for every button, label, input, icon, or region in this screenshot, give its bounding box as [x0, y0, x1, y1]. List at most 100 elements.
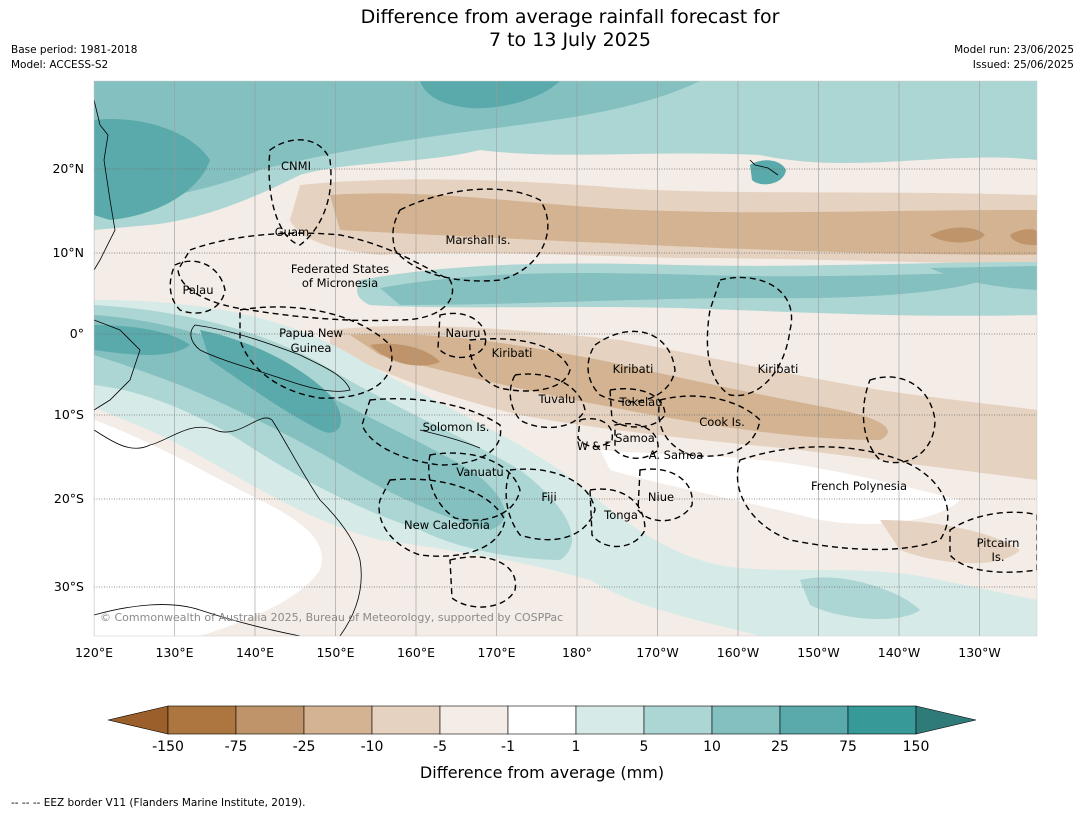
colorbar-label: 25	[771, 739, 789, 755]
colorbar-label: 75	[839, 739, 857, 755]
title-line-1: Difference from average rainfall forecas…	[360, 6, 780, 28]
itcz-wet-core	[380, 272, 1000, 305]
colorbar-swatch	[167, 705, 237, 735]
label-png-2: Guinea	[291, 341, 332, 355]
new-guinea-coast	[190, 324, 351, 392]
colorbar-swatch	[643, 705, 713, 735]
lon-tick: 120°E	[75, 645, 113, 660]
lat-tick: 10°N	[52, 245, 84, 260]
colorbar-label: -25	[293, 739, 316, 755]
eez-nauru	[437, 312, 487, 359]
meta-left: Base period: 1981-2018 Model: ACCESS-S2	[11, 43, 137, 72]
eez-png	[239, 306, 393, 399]
lat-tick: 20°N	[52, 161, 84, 176]
lat-tick-labels: 20°N 10°N 0° 10°S 20°S 30°S	[52, 161, 84, 594]
label-nauru: Nauru	[446, 326, 481, 340]
lon-tick: 170°W	[636, 645, 678, 660]
north-wet-core	[94, 81, 700, 205]
base-period-text: Base period: 1981-2018	[11, 44, 138, 56]
eez-kiribati-west	[469, 338, 571, 392]
label-niue: Niue	[648, 490, 674, 504]
label-pitcairn-1: Pitcairn	[977, 536, 1020, 550]
lon-tick: 160°E	[397, 645, 435, 660]
colorbar-swatch	[439, 705, 509, 735]
north-wet-patch	[420, 81, 560, 109]
colorbar-label: -75	[225, 739, 248, 755]
colorbar-label: -10	[361, 739, 384, 755]
southeast-wet	[800, 577, 920, 620]
colorbar-labels: -150 -75 -25 -10 -5 -1 1 5 10 25 75 150	[152, 739, 929, 755]
colorbar-swatch	[303, 705, 373, 735]
colorbar-title: Difference from average (mm)	[420, 763, 664, 782]
eez-fiji	[505, 468, 596, 541]
colorbar-swatch	[507, 705, 577, 735]
eez-tokelau	[609, 388, 666, 428]
eez-legend-note: -- -- -- EEZ border V11 (Flanders Marine…	[11, 797, 306, 809]
dry-patch-2	[1010, 229, 1037, 246]
colorbar-extend-low	[107, 705, 169, 735]
region-labels: CNMI Guam Marshall Is. Federated States …	[183, 159, 1020, 564]
australia-coast	[94, 417, 362, 636]
colorbar	[107, 705, 977, 735]
eez-new-caledonia	[378, 478, 506, 557]
eez-wallis-futuna	[577, 418, 614, 448]
colorbar-label: -150	[152, 739, 184, 755]
australia-south-coast	[94, 604, 301, 636]
model-text: Model: ACCESS-S2	[11, 58, 109, 71]
philippine-sea-wet	[94, 119, 210, 220]
chart-title: Difference from average rainfall forecas…	[0, 6, 1085, 52]
spcz-wet-3	[94, 315, 505, 530]
label-kiribati-west: Kiribati	[492, 346, 533, 360]
lat-tick: 20°S	[54, 491, 84, 506]
issued-text: Issued: 25/06/2025	[972, 58, 1074, 71]
dry-band-10n-core	[330, 193, 1037, 255]
indonesia-coast	[94, 319, 141, 411]
label-samoa: Samoa	[615, 431, 655, 445]
eez-kiribati-east	[706, 276, 793, 397]
label-fsm-1: Federated States	[291, 262, 389, 276]
lat-tick: 10°S	[54, 407, 84, 422]
latitude-grid	[94, 168, 1037, 588]
label-new-caledonia: New Caledonia	[404, 518, 490, 532]
label-french-polynesia: French Polynesia	[811, 479, 907, 493]
map-fill: © Commonwealth of Australia 2025, Bureau…	[94, 81, 1037, 636]
eez-marshall	[392, 188, 549, 282]
itcz-east-wet	[930, 266, 1037, 290]
label-solomon: Solomon Is.	[423, 420, 490, 434]
australia-neutral	[94, 420, 322, 636]
eez-norfolk	[449, 556, 517, 608]
label-american-samoa: A. Samoa	[649, 448, 704, 462]
dry-patch-1	[930, 227, 985, 243]
colorbar-swatch	[779, 705, 849, 735]
colorbar-label: -1	[501, 739, 515, 755]
colorbar-swatch	[371, 705, 441, 735]
eez-vanuatu	[428, 452, 521, 521]
colorbar-swatch	[711, 705, 781, 735]
label-vanuatu: Vanuatu	[456, 465, 503, 479]
label-tuvalu: Tuvalu	[538, 392, 576, 406]
eez-kiribati-central	[587, 330, 676, 403]
lon-tick: 130°W	[958, 645, 1000, 660]
eez-tuvalu	[509, 373, 586, 429]
label-tokelau: Tokelau	[619, 395, 663, 409]
philippines-coast	[94, 99, 116, 271]
label-marshall: Marshall Is.	[445, 233, 510, 247]
colorbar-swatch	[575, 705, 645, 735]
longitude-grid	[94, 81, 980, 636]
lon-tick: 140°W	[878, 645, 920, 660]
eez-borders	[169, 139, 1037, 608]
colorbar-label: 5	[640, 739, 649, 755]
label-kiribati-central: Kiribati	[613, 362, 654, 376]
lat-tick: 0°	[70, 326, 84, 341]
eez-fsm	[177, 232, 454, 322]
eez-marquesas	[862, 376, 936, 464]
south-central-neutral	[600, 450, 960, 524]
lon-tick: 160°W	[717, 645, 759, 660]
colorbar-swatch	[847, 705, 917, 735]
equatorial-dry-core	[350, 334, 888, 440]
label-guam: Guam	[275, 225, 309, 239]
label-png-1: Papua New	[279, 326, 343, 340]
colorbar-label: 10	[703, 739, 721, 755]
label-wallis-futuna: W & F	[577, 439, 611, 453]
eez-palau	[169, 260, 226, 314]
